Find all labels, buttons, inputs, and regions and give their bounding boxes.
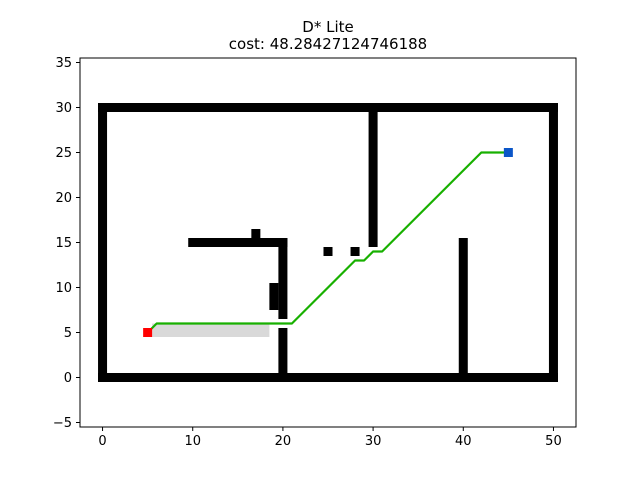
obstacle-wall-8 xyxy=(278,328,288,382)
x-tick-label-40: 40 xyxy=(455,434,472,449)
x-tick-label-50: 50 xyxy=(545,434,562,449)
y-tick-label-35: 35 xyxy=(55,56,72,71)
x-tick-label-0: 0 xyxy=(98,434,106,449)
chart-subtitle: cost: 48.28427124746188 xyxy=(229,35,427,53)
path-line xyxy=(146,151,509,334)
chart-title: D* Lite xyxy=(302,18,353,36)
obstacle-point-2 xyxy=(350,247,360,256)
y-tick-label-5: 5 xyxy=(64,326,72,341)
obstacle-wall-2 xyxy=(98,292,108,382)
y-tick-label-20: 20 xyxy=(55,191,72,206)
y-tick-label-0: 0 xyxy=(64,371,72,386)
y-tick-label--5: −5 xyxy=(53,416,72,431)
axes-frame xyxy=(79,57,577,428)
goal-marker xyxy=(503,148,513,157)
obstacle-wall-6 xyxy=(188,238,288,247)
start-marker xyxy=(143,328,153,337)
obstacle-point-1 xyxy=(323,247,333,256)
y-tick-label-10: 10 xyxy=(55,281,72,296)
obstacle-wall-12 xyxy=(458,238,468,292)
plot-area xyxy=(98,103,558,382)
obstacle-wall-9 xyxy=(269,283,279,310)
obstacle-wall-1 xyxy=(98,103,558,112)
explored-region xyxy=(152,323,270,337)
obstacle-wall-11 xyxy=(458,292,468,382)
obstacle-wall-5 xyxy=(548,103,558,292)
x-tick-label-30: 30 xyxy=(365,434,382,449)
obstacle-wall-3 xyxy=(98,103,108,292)
obstacle-wall-0 xyxy=(98,373,558,382)
axes: 0 10 20 30 40 50 −5 0 5 10 15 20 25 30 35 xyxy=(53,56,577,449)
y-tick-label-30: 30 xyxy=(55,101,72,116)
x-tick-label-10: 10 xyxy=(184,434,201,449)
obstacle-wall-7 xyxy=(278,238,288,319)
x-tick-label-20: 20 xyxy=(275,434,292,449)
y-tick-label-25: 25 xyxy=(55,146,72,161)
y-tick-label-15: 15 xyxy=(55,236,72,251)
obstacle-wall-4 xyxy=(548,292,558,382)
obstacle-wall-10 xyxy=(368,103,378,247)
obstacle-point-0 xyxy=(251,229,261,238)
